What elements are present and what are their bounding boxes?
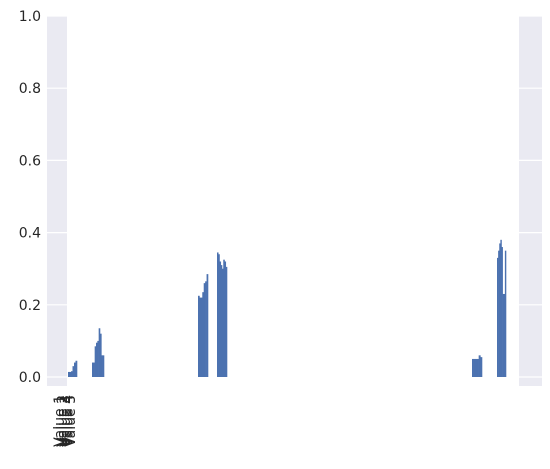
bar bbox=[225, 266, 228, 377]
y-tick-label: 0.8 bbox=[19, 81, 41, 97]
bar bbox=[206, 274, 209, 377]
bar bbox=[500, 239, 502, 377]
bar bbox=[93, 362, 95, 377]
bar bbox=[224, 261, 227, 377]
bar bbox=[472, 358, 474, 377]
y-tick-label: 0.2 bbox=[19, 298, 41, 314]
y-tick-label: 0.0 bbox=[19, 370, 41, 386]
bar bbox=[477, 358, 479, 377]
y-tick-label: 0.6 bbox=[19, 153, 41, 169]
bar bbox=[74, 362, 76, 377]
x-tick-label: Value 1 bbox=[52, 395, 68, 447]
bar bbox=[480, 357, 483, 377]
bar bbox=[499, 243, 501, 377]
bar bbox=[71, 371, 73, 377]
bar bbox=[503, 293, 506, 377]
bar bbox=[497, 257, 499, 377]
bar bbox=[218, 254, 220, 377]
bar bbox=[199, 297, 202, 377]
bar bbox=[222, 268, 224, 377]
bar bbox=[473, 358, 476, 377]
bar bbox=[501, 247, 503, 377]
bar bbox=[203, 283, 206, 377]
y-tick-label: 1.0 bbox=[19, 9, 41, 25]
bar bbox=[97, 340, 99, 377]
bar bbox=[96, 342, 98, 377]
bar bbox=[200, 297, 203, 377]
bar bbox=[202, 292, 205, 377]
bar bbox=[101, 355, 103, 377]
gridlines bbox=[47, 15, 542, 378]
x-tick-label: Value 5 bbox=[63, 395, 79, 447]
bar bbox=[75, 360, 78, 377]
bars bbox=[68, 239, 507, 377]
plot-background-right bbox=[519, 16, 542, 386]
y-axis-ticks: 0.0 0.2 0.4 0.6 0.8 1.0 bbox=[19, 9, 41, 386]
plot-background-left bbox=[47, 16, 67, 386]
bar bbox=[100, 333, 102, 377]
y-tick-label: 0.4 bbox=[19, 226, 41, 242]
bar bbox=[68, 371, 70, 377]
bar bbox=[223, 259, 225, 377]
bar bbox=[217, 252, 219, 377]
bar bbox=[475, 358, 478, 377]
x-tick-label: Value 3 bbox=[58, 395, 74, 447]
bar bbox=[98, 328, 101, 377]
bar bbox=[72, 366, 75, 377]
bar bbox=[502, 293, 505, 377]
bar bbox=[69, 371, 72, 377]
bar bbox=[94, 346, 97, 377]
bar bbox=[219, 261, 222, 377]
bar bbox=[498, 250, 500, 377]
bar bbox=[102, 355, 105, 377]
plot-background bbox=[47, 16, 542, 386]
bar bbox=[92, 362, 94, 377]
bar bbox=[205, 281, 207, 377]
bar bbox=[198, 295, 200, 377]
bar bbox=[478, 355, 481, 377]
bar bbox=[504, 250, 507, 377]
x-tick-label: Value 4 bbox=[61, 395, 77, 447]
x-tick-label: Value 2 bbox=[55, 395, 71, 447]
bar bbox=[220, 265, 223, 377]
